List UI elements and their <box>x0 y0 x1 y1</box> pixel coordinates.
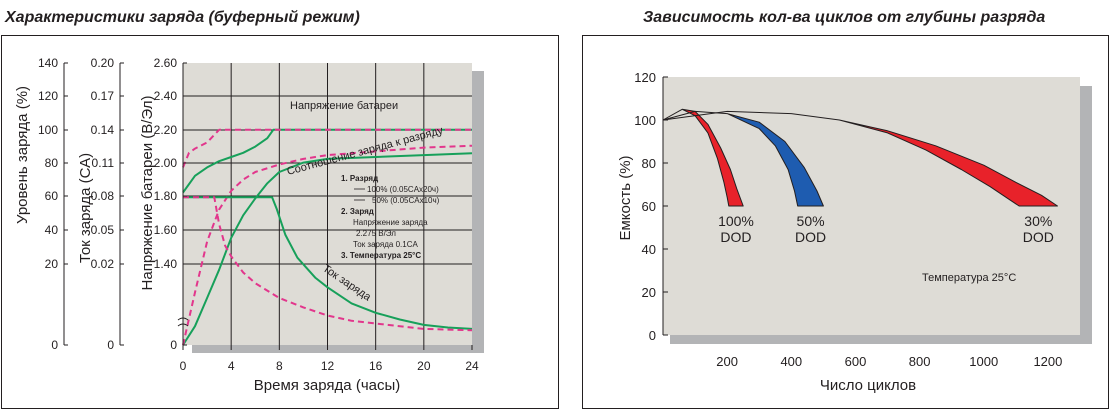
tick-label-current-0-14: 0.14 <box>91 123 115 137</box>
cycles-tick-label-x-600: 600 <box>845 354 867 369</box>
tick-label-x-24: 24 <box>465 359 479 373</box>
tick-label-x-8: 8 <box>276 359 283 373</box>
cycles-tick-label-y-40: 40 <box>642 242 656 257</box>
dod-band-50-dod <box>662 110 824 207</box>
dod-label-dod-2: DOD <box>1023 229 1054 245</box>
tick-label-voltage-1-60: 1.60 <box>154 223 178 237</box>
cycles-tick-label-y-100: 100 <box>634 113 656 128</box>
dod-band-100-dod <box>662 108 744 207</box>
cycles-tick-label-y-60: 60 <box>642 199 656 214</box>
dod-label-percent-2: 30% <box>1024 213 1052 229</box>
chart-title-cycles: Зависимость кол-ва циклов от глубины раз… <box>643 9 1046 26</box>
tick-label-x-16: 16 <box>369 359 383 373</box>
cycles-tick-label-x-400: 400 <box>780 354 802 369</box>
series-line-4 <box>183 196 473 330</box>
cycles-tick-label-y-0: 0 <box>649 328 656 343</box>
tick-label-current-0-08: 0.08 <box>91 189 115 203</box>
tick-label-x-12: 12 <box>321 359 335 373</box>
legend-100-label: 100% (0.05CAx20ч) <box>367 185 439 194</box>
cycles-tick-label-x-1000: 1000 <box>969 354 998 369</box>
chart-title-charge: Характеристики заряда (буферный режим) <box>5 9 360 26</box>
charge-x-axis-title: Время заряда (часы) <box>254 377 401 394</box>
legend-discharge-title: 1. Разряд <box>341 174 378 183</box>
series-line-1 <box>182 128 472 168</box>
tick-label-voltage-2-20: 2.20 <box>154 123 178 137</box>
tick-label-level-0: 0 <box>51 338 58 352</box>
dod-label-percent-1: 50% <box>797 213 825 229</box>
axis-break-mark <box>177 317 189 327</box>
tick-label-level-120: 120 <box>38 89 58 103</box>
charge-grid <box>183 63 472 345</box>
tick-label-voltage-2-60: 2.60 <box>154 56 178 70</box>
legend-charge-voltage-label: Напряжение заряда <box>353 218 428 227</box>
tick-label-level-140: 140 <box>38 56 58 70</box>
legend-charge-voltage-value: 2.275 В/Эл <box>356 229 396 238</box>
tick-label-x-20: 20 <box>417 359 431 373</box>
cycles-temperature-note: Температура 25°C <box>922 272 1016 284</box>
legend-temperature: 3. Температура 25°C <box>341 251 421 260</box>
dod-label-dod-1: DOD <box>795 229 826 245</box>
cycles-tick-label-x-1200: 1200 <box>1033 354 1062 369</box>
series-line-3 <box>182 144 473 346</box>
dod-label-percent-0: 100% <box>718 213 754 229</box>
tick-label-voltage-2-00: 2.00 <box>154 156 178 170</box>
tick-label-current-0-02: 0.02 <box>91 257 115 271</box>
charge-legend: 1. Разряд 100% (0.05CAx20ч) 50% (0.05CAx… <box>341 174 440 260</box>
tick-label-x-0: 0 <box>180 359 187 373</box>
tick-label-voltage-1-80: 1.80 <box>154 189 178 203</box>
series-line-2 <box>182 152 473 346</box>
axis-level-title: Уровень заряда (%) <box>14 86 31 224</box>
dod-label-dod-0: DOD <box>720 229 751 245</box>
legend-charge-title: 2. Заряд <box>341 207 374 216</box>
tick-label-level-80: 80 <box>45 156 59 170</box>
tick-label-level-60: 60 <box>45 189 59 203</box>
cycles-tick-label-y-120: 120 <box>634 70 656 85</box>
series-line-5 <box>183 196 473 332</box>
axis-voltage-title: Напряжение батареи (В/Эл) <box>139 96 156 291</box>
tick-label-current-0-11: 0.11 <box>92 156 115 170</box>
tick-label-voltage-0: 0 <box>170 338 177 352</box>
tick-label-current-0: 0 <box>107 338 114 352</box>
charge-series <box>182 128 473 346</box>
cycles-tick-label-y-20: 20 <box>642 285 656 300</box>
dod-band-30-dod <box>662 110 1058 207</box>
tick-label-current-0-20: 0.20 <box>91 56 115 70</box>
legend-charge-current: Ток заряда 0.1CA <box>353 240 418 249</box>
cycles-tick-label-x-800: 800 <box>909 354 931 369</box>
tick-label-level-40: 40 <box>45 223 59 237</box>
legend-50-label: 50% (0.05CAx10ч) <box>372 196 440 205</box>
cycles-plot-area <box>663 77 1080 335</box>
tick-label-voltage-2-40: 2.40 <box>154 89 178 103</box>
cycles-x-axis-title: Число циклов <box>820 377 916 394</box>
tick-label-current-0-17: 0.17 <box>91 89 115 103</box>
tick-label-x-4: 4 <box>228 359 235 373</box>
cycles-y-axis-title: Емкость (%) <box>617 155 634 240</box>
tick-label-current-0-05: 0.05 <box>91 223 115 237</box>
axis-current-title: Ток заряда (СА) <box>77 153 94 263</box>
label-battery-voltage: Напряжение батареи <box>290 100 398 112</box>
cycles-tick-label-y-80: 80 <box>642 156 656 171</box>
tick-label-level-100: 100 <box>38 123 58 137</box>
cycles-tick-label-x-200: 200 <box>716 354 738 369</box>
tick-label-voltage-1-40: 1.40 <box>154 257 178 271</box>
tick-label-level-20: 20 <box>45 257 59 271</box>
